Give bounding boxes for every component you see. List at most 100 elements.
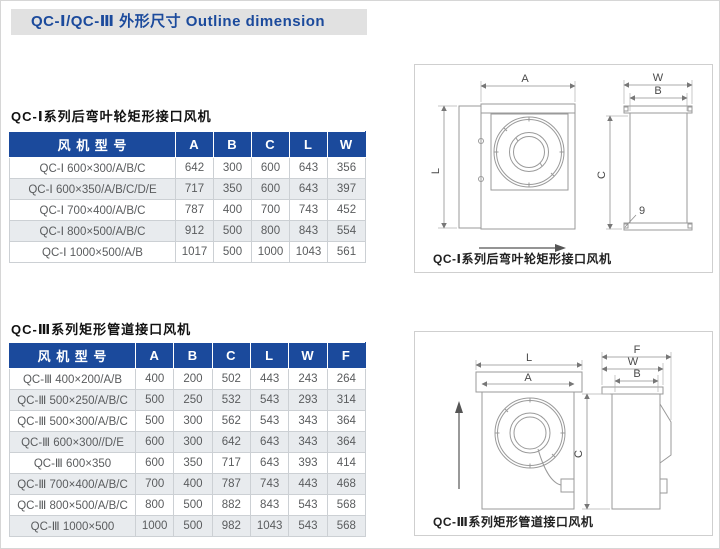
impeller-tick-marks	[494, 117, 564, 187]
hole-diameter-label: 9	[639, 205, 645, 217]
dimension-cell: 250	[173, 389, 213, 411]
dimension-cell: 543	[249, 410, 290, 432]
dimension-cell: 397	[327, 178, 366, 200]
column-header: L	[289, 131, 328, 158]
table-row: QC-Ⅰ 700×400/A/B/C 787 400 700 743 452	[9, 199, 366, 221]
page-title: QC-Ⅰ/QC-Ⅲ 外形尺寸 Outline dimension	[11, 9, 367, 35]
dimension-cell: 314	[326, 389, 367, 411]
dimension-cell: 356	[327, 157, 366, 179]
dimension-cell: 1000	[251, 241, 290, 263]
dimension-cell: 243	[288, 368, 328, 390]
model-cell: QC-Ⅲ 1000×500	[9, 515, 136, 537]
dimension-cell: 800	[251, 220, 290, 242]
qc1-outline-drawing: A L W	[414, 64, 713, 273]
dimension-cell: 843	[289, 220, 328, 242]
column-header: 风 机 型 号	[9, 342, 136, 369]
model-cell: QC-Ⅰ 600×300/A/B/C	[9, 157, 176, 179]
table-row: QC-Ⅲ 800×500/A/B/C 800 500 882 843 543 568	[9, 494, 367, 516]
dimension-cell: 568	[326, 515, 367, 537]
dimension-cell: 643	[249, 431, 290, 453]
dim-label-A: A	[524, 372, 532, 384]
dim-label-A: A	[521, 73, 529, 85]
model-cell: QC-Ⅲ 500×250/A/B/C	[9, 389, 136, 411]
dimension-cell: 400	[213, 199, 252, 221]
impeller-tick-marks	[495, 398, 565, 468]
dimension-cell: 600	[251, 157, 290, 179]
dimension-cell: 843	[249, 494, 290, 516]
qc1-drawing-svg: A L W	[430, 72, 693, 252]
model-cell: QC-Ⅲ 500×300/A/B/C	[9, 410, 136, 432]
dimension-cell: 500	[173, 494, 213, 516]
dimension-cell: 568	[326, 494, 367, 516]
table-row: QC-Ⅲ 400×200/A/B 400 200 502 443 243 264	[9, 368, 367, 390]
qc3-side-view: F W B C	[573, 344, 672, 510]
qc1-drawing-caption: QC-Ⅰ系列后弯叶轮矩形接口风机	[433, 252, 612, 266]
qc3-drawing-svg: L A F W	[455, 344, 672, 510]
dimension-cell: 452	[327, 199, 366, 221]
table-row: QC-Ⅲ 600×350 600 350 717 643 393 414	[9, 452, 367, 474]
dimension-cell: 364	[326, 410, 367, 432]
model-cell: QC-Ⅰ 1000×500/A/B	[9, 241, 176, 263]
dimension-cell: 717	[175, 178, 214, 200]
dimension-cell: 500	[213, 220, 252, 242]
column-header: C	[211, 342, 251, 369]
dimension-cell: 562	[211, 410, 251, 432]
dimension-cell: 468	[326, 473, 367, 495]
table-row: QC-Ⅲ 700×400/A/B/C 700 400 787 743 443 468	[9, 473, 367, 495]
dimension-cell: 300	[173, 410, 213, 432]
dimension-cell: 600	[134, 452, 175, 474]
column-header: B	[173, 342, 213, 369]
dimension-cell: 643	[289, 178, 328, 200]
dimension-cell: 400	[134, 368, 175, 390]
dimension-cell: 293	[288, 389, 328, 411]
qc3-outline-drawing: L A F W	[414, 331, 713, 536]
qc3-front-view: L A	[455, 352, 583, 510]
section-heading-qc3: QC-Ⅲ系列矩形管道接口风机	[11, 322, 192, 337]
dimension-cell: 743	[289, 199, 328, 221]
dimension-cell: 364	[326, 431, 367, 453]
dimension-cell: 700	[134, 473, 175, 495]
dimension-cell: 561	[327, 241, 366, 263]
dimension-cell: 554	[327, 220, 366, 242]
terminal-box	[560, 478, 575, 493]
dimension-cell: 643	[249, 452, 290, 474]
dimension-cell: 1043	[289, 241, 328, 263]
airflow-arrow	[455, 401, 463, 489]
dim-label-W: W	[628, 356, 639, 368]
table-row: QC-Ⅰ 1000×500/A/B 1017 500 1000 1043 561	[9, 241, 366, 263]
table-row: QC-Ⅰ 800×500/A/B/C 912 500 800 843 554	[9, 220, 366, 242]
model-cell: QC-Ⅲ 600×300//D/E	[9, 431, 136, 453]
power-cable	[537, 448, 562, 486]
dimension-cell: 643	[289, 157, 328, 179]
table-row: QC-Ⅲ 600×300//D/E 600 300 642 643 343 364	[9, 431, 367, 453]
column-header: 风 机 型 号	[9, 131, 176, 158]
dimension-cell: 414	[326, 452, 367, 474]
dimension-cell: 264	[326, 368, 367, 390]
column-header: F	[326, 342, 367, 369]
dim-label-L: L	[526, 352, 532, 364]
dimension-cell: 500	[213, 241, 252, 263]
dimension-cell: 600	[134, 431, 175, 453]
dimension-cell: 500	[134, 389, 175, 411]
dimension-cell: 300	[173, 431, 213, 453]
dimension-cell: 502	[211, 368, 251, 390]
dimension-cell: 443	[288, 473, 328, 495]
outlet-profile	[659, 403, 672, 464]
qc1-side-view: W B C 9	[596, 72, 693, 231]
table-row: QC-Ⅰ 600×300/A/B/C 642 300 600 643 356	[9, 157, 366, 179]
dimension-cell: 350	[173, 452, 213, 474]
dim-label-C: C	[573, 450, 585, 458]
dimension-cell: 543	[288, 494, 328, 516]
model-cell: QC-Ⅲ 400×200/A/B	[9, 368, 136, 390]
dimension-cell: 543	[249, 389, 290, 411]
table-row: QC-Ⅲ 500×300/A/B/C 500 300 562 543 343 364	[9, 410, 367, 432]
table-row: QC-Ⅰ 600×350/A/B/C/D/E 717 350 600 643 397	[9, 178, 366, 200]
dimension-cell: 400	[173, 473, 213, 495]
qc3-drawing-caption: QC-Ⅲ系列矩形管道接口风机	[433, 515, 594, 529]
dimension-cell: 500	[173, 515, 213, 537]
qc1-front-view: A L	[430, 73, 576, 252]
